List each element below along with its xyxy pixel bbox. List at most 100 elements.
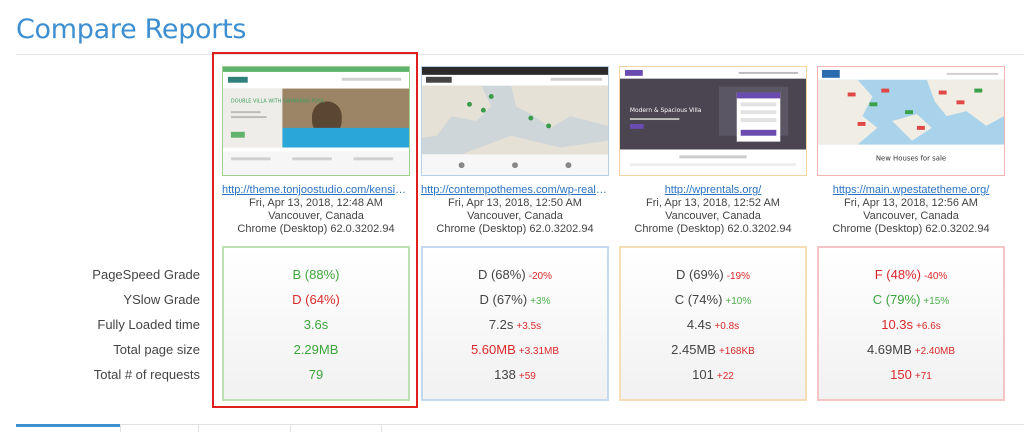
metric-value: 5.60MB — [470, 342, 516, 357]
modern-villa-thumbnail-image: Modern & Spacious Villa — [620, 67, 806, 175]
metric-delta: +3.31MB — [518, 346, 560, 357]
report-column-4: New Houses for sale https://main.wpestat… — [817, 66, 1005, 401]
metric-yslow: C (74%) +10% — [621, 287, 805, 312]
metric-delta: +10% — [725, 296, 752, 307]
metric-loaded-time: 10.3s +6.6s — [819, 312, 1003, 337]
report-location: Vancouver, Canada — [665, 210, 761, 222]
map-thumbnail-image — [422, 67, 608, 175]
report-location: Vancouver, Canada — [863, 210, 959, 222]
page-title: Compare Reports — [16, 14, 247, 45]
metric-requests: 79 — [224, 362, 408, 387]
metric-delta: +0.8s — [714, 321, 740, 332]
tab-3[interactable] — [198, 425, 290, 432]
report-date: Fri, Apr 13, 2018, 12:56 AM — [844, 197, 978, 209]
report-date: Fri, Apr 13, 2018, 12:50 AM — [448, 197, 582, 209]
metric-value: 138 — [494, 367, 516, 382]
metric-row-labels: PageSpeed Grade YSlow Grade Fully Loaded… — [40, 262, 200, 387]
report-url-link[interactable]: http://theme.tonjoostudio.com/kensington… — [222, 184, 410, 196]
metric-pagespeed: B (88%) — [224, 262, 408, 287]
metric-delta: +15% — [923, 296, 950, 307]
report-browser: Chrome (Desktop) 62.0.3202.94 — [436, 223, 594, 235]
metric-pagespeed: D (68%) -20% — [423, 262, 607, 287]
svg-text:DOUBLE VILLA WITH SWIMMING POO: DOUBLE VILLA WITH SWIMMING POOL — [231, 98, 325, 104]
metric-value: 4.69MB — [866, 342, 912, 357]
report-url-link[interactable]: http://contempothemes.com/wp-real-estat.… — [421, 184, 609, 196]
report-meta: http://wprentals.org/ Fri, Apr 13, 2018,… — [619, 184, 807, 236]
metric-loaded-time: 4.4s +0.8s — [621, 312, 805, 337]
report-date: Fri, Apr 13, 2018, 12:48 AM — [249, 197, 383, 209]
report-metrics-card: B (88%) D (64%) 3.6s 2.29MB 79 — [222, 246, 410, 401]
svg-text:New Houses for sale: New Houses for sale — [876, 154, 946, 162]
metric-value: 101 — [692, 367, 714, 382]
report-browser: Chrome (Desktop) 62.0.3202.94 — [832, 223, 990, 235]
metric-delta: -19% — [726, 271, 751, 282]
report-tabs-bar — [16, 424, 1024, 432]
metric-requests: 138 +59 — [423, 362, 607, 387]
metric-value: D (69%) — [675, 267, 724, 282]
report-url-link[interactable]: https://main.wpestatetheme.org/ — [832, 184, 990, 196]
metric-value: 79 — [308, 367, 324, 382]
metric-delta: +2.40MB — [914, 346, 956, 357]
metric-delta: -20% — [528, 271, 553, 282]
metric-yslow: D (67%) +3% — [423, 287, 607, 312]
metric-page-size: 4.69MB +2.40MB — [819, 337, 1003, 362]
metric-page-size: 2.29MB — [224, 337, 408, 362]
report-column-1: DOUBLE VILLA WITH SWIMMING POOL http://t… — [222, 66, 410, 401]
metric-delta: +3% — [530, 296, 551, 307]
metric-value: 2.45MB — [671, 342, 716, 357]
metric-value: C (74%) — [674, 292, 723, 307]
report-browser: Chrome (Desktop) 62.0.3202.94 — [237, 223, 395, 235]
metric-value: F (48%) — [874, 267, 921, 282]
metric-value: B (88%) — [292, 267, 340, 282]
metric-delta: +59 — [518, 371, 536, 382]
metric-delta: +168KB — [718, 346, 755, 357]
report-meta: http://contempothemes.com/wp-real-estat.… — [421, 184, 609, 236]
report-column-2: http://contempothemes.com/wp-real-estat.… — [421, 66, 609, 401]
metric-delta: +3.5s — [516, 321, 542, 332]
report-meta: https://main.wpestatetheme.org/ Fri, Apr… — [817, 184, 1005, 236]
metric-page-size: 5.60MB +3.31MB — [423, 337, 607, 362]
svg-text:Modern & Spacious Villa: Modern & Spacious Villa — [630, 108, 702, 114]
metric-value: 150 — [890, 367, 912, 382]
report-metrics-card: D (69%) -19% C (74%) +10% 4.4s +0.8s 2.45MB… — [619, 246, 807, 401]
metric-value: C (79%) — [872, 292, 921, 307]
tab-active[interactable] — [16, 424, 120, 432]
metric-delta: +22 — [716, 371, 734, 382]
metric-pagespeed: D (69%) -19% — [621, 262, 805, 287]
report-screenshot-thumbnail[interactable]: Modern & Spacious Villa — [619, 66, 807, 176]
row-label-loaded-time: Fully Loaded time — [97, 317, 200, 332]
metric-value: D (68%) — [477, 267, 526, 282]
metric-delta: +71 — [914, 371, 932, 382]
metric-value: 10.3s — [881, 317, 914, 332]
villa-pool-thumbnail-image: DOUBLE VILLA WITH SWIMMING POOL — [223, 67, 409, 175]
report-url-link[interactable]: http://wprentals.org/ — [664, 184, 762, 196]
row-label-requests: Total # of requests — [93, 367, 200, 382]
tab-2[interactable] — [120, 425, 198, 432]
report-screenshot-thumbnail[interactable]: New Houses for sale — [817, 66, 1005, 176]
metric-loaded-time: 3.6s — [224, 312, 408, 337]
tab-4[interactable] — [290, 425, 382, 432]
report-browser: Chrome (Desktop) 62.0.3202.94 — [634, 223, 792, 235]
metric-delta: +6.6s — [916, 321, 941, 332]
report-column-3: Modern & Spacious Villa http://wprentals… — [619, 66, 807, 401]
metric-pagespeed: F (48%) -40% — [819, 262, 1003, 287]
metric-value: 3.6s — [303, 317, 329, 332]
report-screenshot-thumbnail[interactable] — [421, 66, 609, 176]
row-label-yslow: YSlow Grade — [123, 292, 200, 307]
metric-value: 7.2s — [488, 317, 514, 332]
metric-value: 2.29MB — [293, 342, 339, 357]
report-screenshot-thumbnail[interactable]: DOUBLE VILLA WITH SWIMMING POOL — [222, 66, 410, 176]
row-label-pagespeed: PageSpeed Grade — [92, 267, 200, 282]
metric-delta: -40% — [923, 271, 948, 282]
report-meta: http://theme.tonjoostudio.com/kensington… — [222, 184, 410, 236]
metric-value: D (67%) — [479, 292, 528, 307]
report-date: Fri, Apr 13, 2018, 12:52 AM — [646, 197, 780, 209]
report-location: Vancouver, Canada — [467, 210, 563, 222]
report-metrics-card: F (48%) -40% C (79%) +15% 10.3s +6.6s 4.69M… — [817, 246, 1005, 401]
title-divider — [16, 54, 1024, 55]
metric-page-size: 2.45MB +168KB — [621, 337, 805, 362]
metric-requests: 101 +22 — [621, 362, 805, 387]
houses-map-thumbnail-image: New Houses for sale — [818, 67, 1004, 175]
metric-yslow: C (79%) +15% — [819, 287, 1003, 312]
metric-requests: 150 +71 — [819, 362, 1003, 387]
